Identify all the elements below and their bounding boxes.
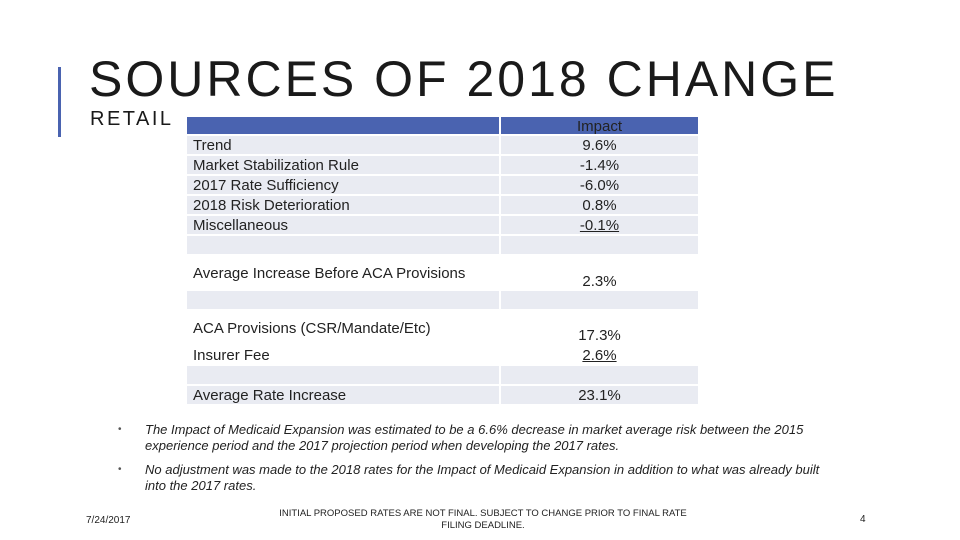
table-row-avg-before-aca: Average Increase Before ACA Provisions 2… [187,256,698,290]
row-value: 2.3% [582,273,617,290]
footer-date: 7/24/2017 [86,515,131,526]
row-value: -6.0% [579,177,620,194]
row-value: 9.6% [582,137,617,154]
table-row: Miscellaneous -0.1% [187,216,698,234]
impact-header-label: Impact [576,118,622,135]
row-label: Miscellaneous [193,217,289,234]
row-label: Market Stabilization Rule [193,157,359,174]
row-value: 23.1% [578,387,621,404]
row-label: 2018 Risk Deterioration [193,197,350,214]
header-cell-impact: Impact [501,117,698,135]
row-value: -0.1% [579,217,620,234]
disclaimer-line: INITIAL PROPOSED RATES ARE NOT FINAL. SU… [279,508,687,519]
disclaimer-line: FILING DEADLINE. [441,520,525,531]
note-text: No adjustment was made to the 2018 rates… [145,462,820,493]
bullet-marker: • [118,464,122,475]
footer-disclaimer: INITIAL PROPOSED RATES ARE NOT FINAL. SU… [250,508,716,532]
row-label: ACA Provisions (CSR/Mandate/Etc) [193,320,431,337]
row-label: Insurer Fee [193,347,270,364]
row-value: -1.4% [579,157,620,174]
row-value: 17.3% [578,327,621,344]
row-value: 0.8% [582,197,617,214]
row-label: Average Rate Increase [193,387,347,404]
row-label: Average Increase Before ACA Provisions [193,265,466,282]
row-label: 2017 Rate Sufficiency [193,177,339,194]
table-row: 2017 Rate Sufficiency -6.0% [187,176,698,194]
header-cell-left [187,117,499,134]
title-accent-bar [58,67,61,137]
spacer-row [187,236,698,254]
table-row: 2018 Risk Deterioration 0.8% [187,196,698,214]
row-label: Trend [193,137,232,154]
table-row-aca-provisions: ACA Provisions (CSR/Mandate/Etc) Insurer… [187,311,698,364]
note-text: The Impact of Medicaid Expansion was est… [145,422,804,453]
table-row: Market Stabilization Rule -1.4% [187,156,698,174]
spacer-row [187,366,698,384]
bullet-marker: • [118,424,122,435]
table-row-avg-rate-increase: Average Rate Increase 23.1% [187,386,698,404]
table-header-row: Impact [187,117,698,135]
page-number: 4 [860,514,866,525]
spacer-row [187,291,698,309]
slide-subtitle: RETAIL [90,108,174,130]
table-row: Trend 9.6% [187,136,698,154]
row-value: 2.6% [582,347,617,364]
slide-title: SOURCES OF 2018 CHANGE [89,51,839,107]
